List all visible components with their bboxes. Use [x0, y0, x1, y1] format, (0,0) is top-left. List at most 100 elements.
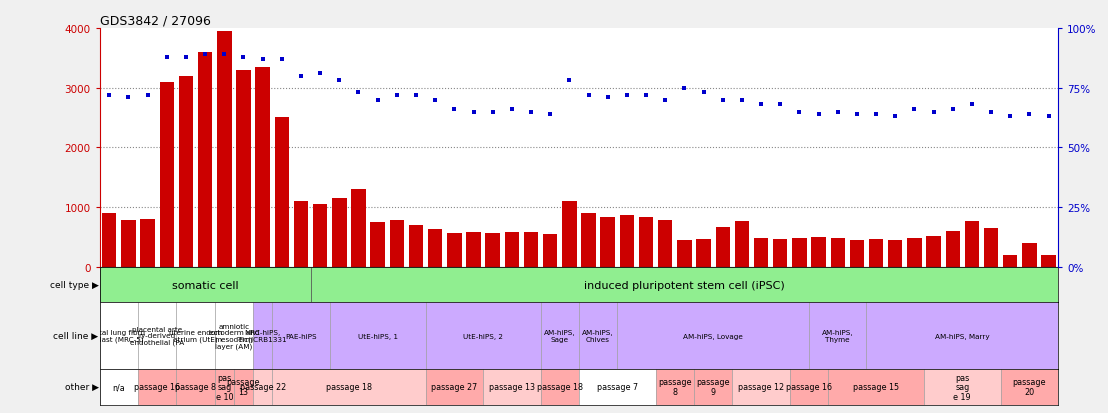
- Bar: [696, 240, 710, 267]
- Bar: [716, 228, 730, 267]
- Bar: [1042, 255, 1056, 267]
- Text: passage 12: passage 12: [738, 382, 784, 392]
- Bar: [409, 225, 423, 267]
- Bar: [275, 118, 289, 267]
- Bar: [926, 237, 941, 267]
- Text: AM-hiPS,
Thyme: AM-hiPS, Thyme: [822, 330, 853, 342]
- Bar: [866, 303, 1058, 369]
- Bar: [121, 221, 135, 267]
- Bar: [578, 303, 617, 369]
- Text: UtE-hiPS, 2: UtE-hiPS, 2: [463, 333, 503, 339]
- Bar: [1023, 243, 1037, 267]
- Bar: [582, 214, 596, 267]
- Text: passage
8: passage 8: [658, 377, 691, 396]
- Bar: [100, 303, 138, 369]
- Bar: [466, 233, 481, 267]
- Bar: [217, 32, 232, 267]
- Bar: [619, 215, 634, 267]
- Text: passage 8: passage 8: [175, 382, 216, 392]
- Bar: [677, 240, 691, 267]
- Bar: [907, 238, 922, 267]
- Bar: [694, 369, 732, 405]
- Bar: [543, 234, 557, 267]
- Bar: [234, 369, 253, 405]
- Text: AM-hiPS, Lovage: AM-hiPS, Lovage: [684, 333, 743, 339]
- Text: pas
sag
e 10: pas sag e 10: [216, 373, 233, 401]
- Text: placental arte
ry-derived
endothelial (PA: placental arte ry-derived endothelial (P…: [130, 326, 184, 346]
- Text: passage 22: passage 22: [239, 382, 286, 392]
- Bar: [732, 369, 790, 405]
- Bar: [658, 220, 673, 267]
- Bar: [601, 218, 615, 267]
- Bar: [639, 218, 654, 267]
- Bar: [617, 303, 809, 369]
- Text: AM-hiPS,
Chives: AM-hiPS, Chives: [583, 330, 614, 342]
- Bar: [256, 68, 270, 267]
- Text: passage 18: passage 18: [536, 382, 583, 392]
- Text: passage
13: passage 13: [227, 377, 260, 396]
- Text: passage
9: passage 9: [696, 377, 730, 396]
- Bar: [984, 229, 998, 267]
- Bar: [504, 233, 519, 267]
- Text: somatic cell: somatic cell: [172, 280, 238, 290]
- Bar: [656, 369, 694, 405]
- Bar: [312, 204, 327, 267]
- Text: pas
sag
e 19: pas sag e 19: [954, 373, 971, 401]
- Bar: [945, 231, 960, 267]
- Bar: [236, 71, 250, 267]
- Bar: [160, 83, 174, 267]
- Bar: [773, 239, 788, 267]
- Bar: [330, 303, 425, 369]
- Bar: [198, 53, 213, 267]
- Bar: [370, 222, 384, 267]
- Bar: [965, 221, 979, 267]
- Bar: [924, 369, 1001, 405]
- Text: passage 27: passage 27: [431, 382, 478, 392]
- Bar: [178, 76, 193, 267]
- Text: fetal lung fibro
blast (MRC-5): fetal lung fibro blast (MRC-5): [92, 330, 145, 342]
- Bar: [138, 303, 176, 369]
- Bar: [176, 369, 215, 405]
- Text: PAE-hiPS: PAE-hiPS: [285, 333, 317, 339]
- Text: UtE-hiPS, 1: UtE-hiPS, 1: [358, 333, 398, 339]
- Text: other ▶: other ▶: [64, 382, 99, 392]
- Bar: [428, 230, 442, 267]
- Bar: [753, 238, 768, 267]
- Bar: [273, 369, 425, 405]
- Bar: [310, 267, 1058, 303]
- Bar: [141, 219, 155, 267]
- Bar: [850, 240, 864, 267]
- Bar: [809, 303, 866, 369]
- Bar: [253, 369, 273, 405]
- Text: cell type ▶: cell type ▶: [50, 280, 99, 290]
- Bar: [425, 303, 541, 369]
- Bar: [215, 369, 234, 405]
- Text: GDS3842 / 27096: GDS3842 / 27096: [100, 15, 211, 28]
- Bar: [792, 238, 807, 267]
- Text: uterine endom
etrium (UtE): uterine endom etrium (UtE): [168, 330, 223, 342]
- Text: passage 7: passage 7: [597, 382, 638, 392]
- Bar: [483, 369, 541, 405]
- Bar: [351, 190, 366, 267]
- Bar: [541, 303, 579, 369]
- Bar: [1003, 255, 1017, 267]
- Bar: [828, 369, 924, 405]
- Bar: [888, 240, 902, 267]
- Bar: [524, 233, 538, 267]
- Bar: [869, 239, 883, 267]
- Bar: [176, 303, 215, 369]
- Text: AM-hiPS,
Sage: AM-hiPS, Sage: [544, 330, 575, 342]
- Text: amniotic
ectoderm and
mesoderm
layer (AM): amniotic ectoderm and mesoderm layer (AM…: [208, 323, 259, 349]
- Text: passage
20: passage 20: [1013, 377, 1046, 396]
- Bar: [100, 267, 310, 303]
- Text: passage 16: passage 16: [786, 382, 832, 392]
- Bar: [215, 303, 253, 369]
- Text: cell line ▶: cell line ▶: [53, 331, 99, 340]
- Bar: [100, 369, 138, 405]
- Bar: [485, 233, 500, 267]
- Bar: [448, 234, 462, 267]
- Text: passage 13: passage 13: [489, 382, 535, 392]
- Text: MRC-hiPS,
Tic(JCRB1331: MRC-hiPS, Tic(JCRB1331: [238, 330, 287, 342]
- Text: n/a: n/a: [113, 382, 125, 392]
- Bar: [138, 369, 176, 405]
